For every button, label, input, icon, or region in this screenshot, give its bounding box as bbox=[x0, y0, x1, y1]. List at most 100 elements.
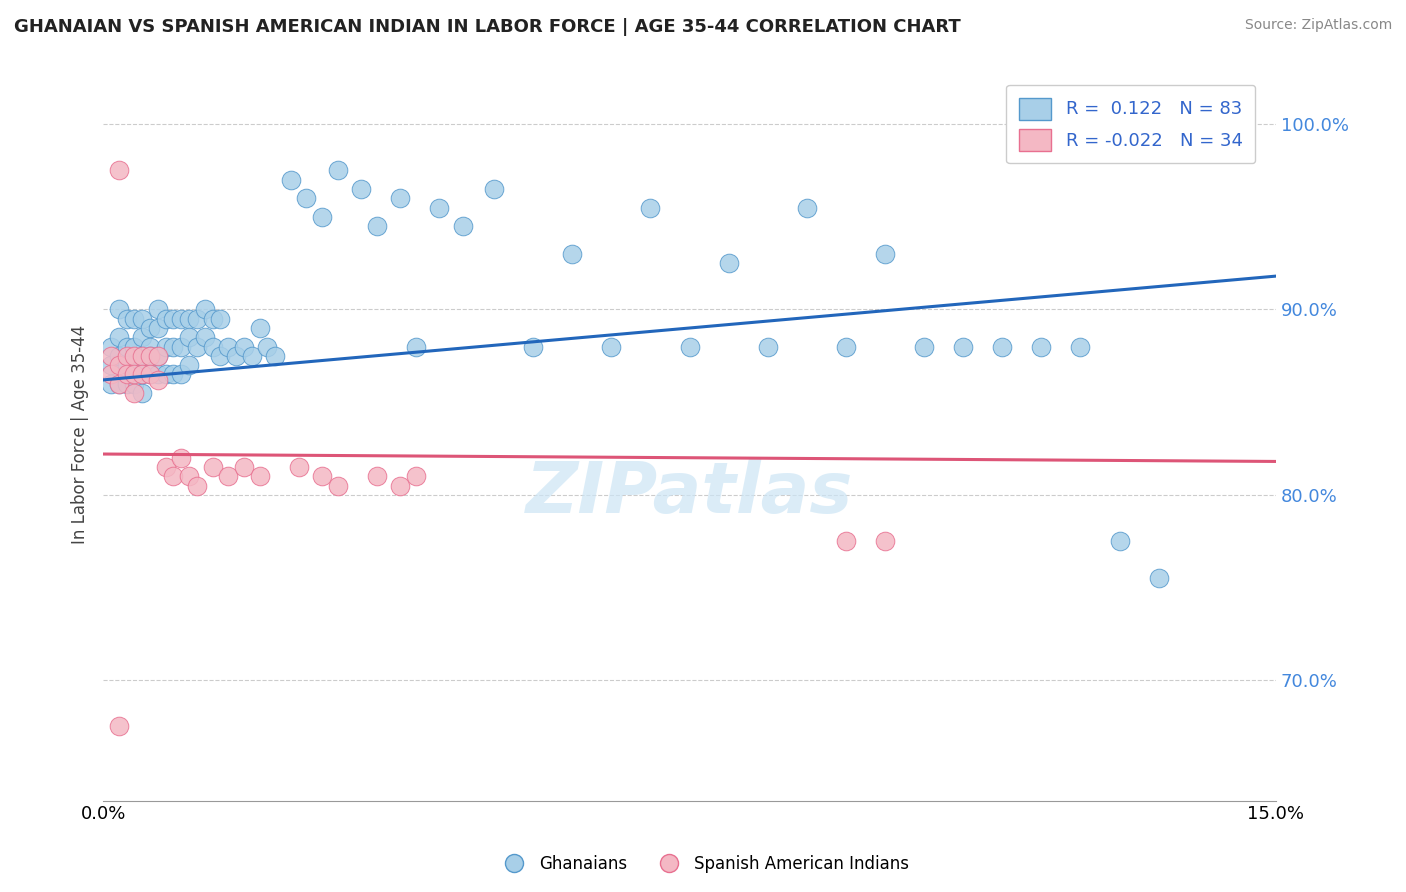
Point bbox=[405, 339, 427, 353]
Point bbox=[179, 311, 201, 326]
Point bbox=[366, 219, 388, 233]
Point bbox=[107, 358, 129, 372]
Point bbox=[232, 460, 254, 475]
Point bbox=[124, 376, 146, 391]
Point bbox=[1108, 534, 1130, 549]
Point bbox=[796, 201, 818, 215]
Point bbox=[124, 358, 146, 372]
Point bbox=[350, 182, 373, 196]
Point bbox=[115, 368, 138, 382]
Point bbox=[640, 201, 662, 215]
Point bbox=[162, 311, 184, 326]
Point bbox=[115, 358, 138, 372]
Point bbox=[186, 311, 208, 326]
Point bbox=[249, 469, 271, 483]
Point bbox=[756, 339, 779, 353]
Point bbox=[124, 349, 146, 363]
Point bbox=[100, 368, 122, 382]
Point bbox=[179, 358, 201, 372]
Point bbox=[405, 469, 427, 483]
Point bbox=[170, 450, 193, 465]
Point bbox=[107, 302, 129, 317]
Point bbox=[131, 349, 153, 363]
Point bbox=[146, 368, 169, 382]
Point bbox=[280, 172, 302, 186]
Point bbox=[912, 339, 935, 353]
Point bbox=[1031, 339, 1053, 353]
Point bbox=[389, 191, 412, 205]
Point bbox=[155, 460, 177, 475]
Point bbox=[952, 339, 974, 353]
Point bbox=[107, 330, 129, 344]
Text: GHANAIAN VS SPANISH AMERICAN INDIAN IN LABOR FORCE | AGE 35-44 CORRELATION CHART: GHANAIAN VS SPANISH AMERICAN INDIAN IN L… bbox=[14, 18, 960, 36]
Point bbox=[1147, 571, 1170, 585]
Point bbox=[217, 469, 239, 483]
Point bbox=[124, 339, 146, 353]
Point bbox=[131, 330, 153, 344]
Point bbox=[326, 163, 349, 178]
Point bbox=[162, 469, 184, 483]
Point bbox=[873, 247, 896, 261]
Point bbox=[232, 339, 254, 353]
Point bbox=[155, 368, 177, 382]
Point bbox=[600, 339, 623, 353]
Point bbox=[162, 339, 184, 353]
Point bbox=[124, 385, 146, 400]
Point bbox=[139, 368, 162, 382]
Point bbox=[835, 339, 858, 353]
Point bbox=[146, 321, 169, 335]
Point bbox=[139, 368, 162, 382]
Point bbox=[131, 368, 153, 382]
Point bbox=[179, 469, 201, 483]
Point bbox=[124, 368, 146, 382]
Point bbox=[311, 469, 333, 483]
Point bbox=[201, 311, 224, 326]
Point bbox=[991, 339, 1014, 353]
Point bbox=[146, 349, 169, 363]
Point bbox=[100, 349, 122, 363]
Point bbox=[170, 368, 193, 382]
Point bbox=[186, 339, 208, 353]
Point bbox=[287, 460, 309, 475]
Point bbox=[249, 321, 271, 335]
Point bbox=[155, 311, 177, 326]
Point bbox=[131, 368, 153, 382]
Point bbox=[146, 302, 169, 317]
Point bbox=[131, 311, 153, 326]
Point bbox=[427, 201, 450, 215]
Point bbox=[326, 478, 349, 492]
Point bbox=[139, 339, 162, 353]
Point bbox=[256, 339, 278, 353]
Point bbox=[179, 330, 201, 344]
Point bbox=[124, 311, 146, 326]
Point bbox=[194, 330, 217, 344]
Point bbox=[873, 534, 896, 549]
Point bbox=[201, 460, 224, 475]
Point bbox=[131, 349, 153, 363]
Point bbox=[100, 376, 122, 391]
Point bbox=[107, 349, 129, 363]
Point bbox=[146, 373, 169, 387]
Point bbox=[115, 311, 138, 326]
Point bbox=[217, 339, 239, 353]
Legend: R =  0.122   N = 83, R = -0.022   N = 34: R = 0.122 N = 83, R = -0.022 N = 34 bbox=[1005, 85, 1256, 163]
Point bbox=[264, 349, 287, 363]
Point bbox=[139, 349, 162, 363]
Point bbox=[170, 339, 193, 353]
Point bbox=[115, 376, 138, 391]
Point bbox=[225, 349, 247, 363]
Point bbox=[162, 368, 184, 382]
Point bbox=[107, 376, 129, 391]
Point bbox=[522, 339, 544, 353]
Point bbox=[146, 349, 169, 363]
Y-axis label: In Labor Force | Age 35-44: In Labor Force | Age 35-44 bbox=[72, 325, 89, 544]
Point bbox=[209, 349, 232, 363]
Point bbox=[1069, 339, 1091, 353]
Point bbox=[194, 302, 217, 317]
Point bbox=[139, 349, 162, 363]
Point bbox=[561, 247, 583, 261]
Point bbox=[209, 311, 232, 326]
Point bbox=[107, 376, 129, 391]
Point bbox=[100, 358, 122, 372]
Point bbox=[201, 339, 224, 353]
